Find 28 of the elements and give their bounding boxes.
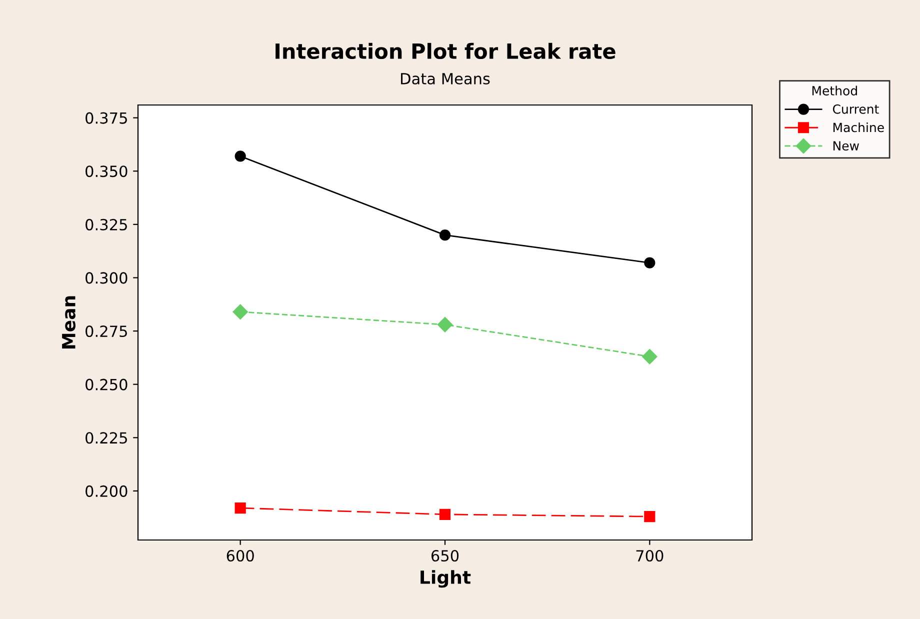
legend-title: Method — [812, 86, 857, 96]
point — [439, 508, 451, 520]
legend-label: Machine — [833, 122, 884, 132]
point — [642, 349, 658, 364]
chart-subtitle: Data Means — [401, 73, 490, 84]
y-tick-label: 0.275 — [86, 325, 127, 338]
point — [234, 502, 246, 514]
y-tick-label: 0.350 — [86, 166, 128, 178]
point — [644, 510, 656, 522]
chart-title: Interaction Plot for Leak rate — [276, 42, 616, 60]
y-tick-label: 0.325 — [86, 218, 127, 230]
y-tick-label: 0.250 — [86, 378, 128, 390]
point — [437, 317, 453, 332]
point — [644, 257, 656, 268]
x-tick-label: 600 — [226, 550, 254, 562]
legend-label: New — [833, 141, 859, 151]
x-tick-label: 650 — [431, 550, 459, 562]
x-tick-label: 700 — [636, 550, 664, 562]
y-axis-title: Mean — [62, 296, 76, 348]
y-tick-label: 0.300 — [86, 272, 128, 284]
y-tick-label: 0.375 — [86, 112, 127, 124]
y-tick-label: 0.200 — [86, 485, 128, 497]
x-axis-title: Light — [420, 570, 471, 588]
point — [439, 230, 451, 241]
y-tick-label: 0.225 — [86, 432, 127, 444]
legend-label: Current — [832, 104, 879, 114]
point — [234, 150, 246, 162]
point — [232, 304, 248, 320]
